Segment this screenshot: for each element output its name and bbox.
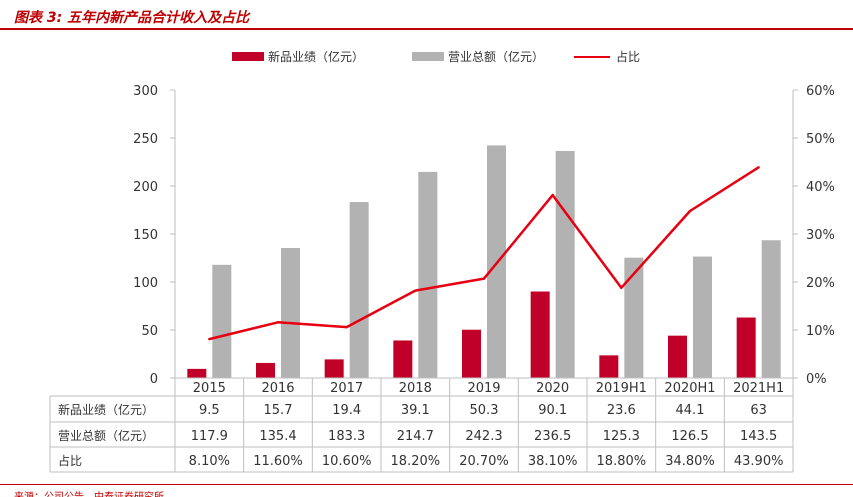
figure-title-bar: 图表 3: 五年内新产品合计收入及占比 <box>0 0 853 30</box>
y-left-tick-label: 150 <box>133 228 158 243</box>
table-cell: 15.7 <box>264 403 293 418</box>
bar-new-product <box>256 362 275 378</box>
y-right-tick-label: 50% <box>806 132 835 147</box>
line-ratio-point <box>345 325 348 329</box>
y-left-tick-label: 250 <box>133 132 158 147</box>
legend-label-1: 营业总额（亿元） <box>448 49 544 64</box>
table-cell: 8.10% <box>189 454 230 469</box>
x-tick-label: 2018 <box>399 381 432 396</box>
line-ratio-point <box>276 321 280 324</box>
table-cell: 117.9 <box>191 429 228 444</box>
y-left-tick-label: 300 <box>133 84 158 99</box>
line-ratio-point <box>688 209 692 213</box>
y-right-tick-label: 0% <box>806 372 827 387</box>
bar-new-product <box>462 329 481 378</box>
table-cell: 143.5 <box>740 429 777 444</box>
table-row-label: 营业总额（亿元） <box>58 428 154 443</box>
table-cell: 34.80% <box>665 454 715 469</box>
chart-area: 新品业绩（亿元） 营业总额（亿元） 占比 0 50 100 150 200 250 300 0% 10… <box>49 49 835 473</box>
table-cell: 50.3 <box>470 403 499 418</box>
table-cell: 135.4 <box>259 429 296 444</box>
line-ratio-point <box>620 286 623 289</box>
table-cell: 23.6 <box>607 403 636 418</box>
bar-new-product <box>324 359 344 378</box>
table-cell: 43.90% <box>734 454 784 469</box>
table-row-label: 新品业绩（亿元） <box>58 402 154 417</box>
legend-swatch-1 <box>412 52 444 61</box>
table-cell: 242.3 <box>465 429 502 444</box>
y-right-tick-label: 60% <box>806 84 835 99</box>
table-cell: 20.70% <box>459 454 509 469</box>
y-left-tick-label: 200 <box>133 180 158 195</box>
table-cell: 9.5 <box>199 403 220 418</box>
x-tick-label: 2021H1 <box>733 381 784 396</box>
bar-new-product <box>599 355 619 378</box>
bar-new-product <box>668 335 687 378</box>
x-tick-label: 2019H1 <box>596 381 647 396</box>
x-tick-label: 2017 <box>330 381 363 396</box>
table-cell: 214.7 <box>397 429 434 444</box>
source-bar: 来源：公司公告，中泰证券研究所 <box>0 484 853 497</box>
bar-total-revenue <box>418 171 438 378</box>
y-left-tick-label: 0 <box>150 372 158 387</box>
line-ratio-point <box>414 289 417 292</box>
table-cell: 18.20% <box>391 454 441 469</box>
table-cell: 126.5 <box>671 429 708 444</box>
table-cell: 18.80% <box>597 454 647 469</box>
table-row-label: 占比 <box>58 453 82 468</box>
table-cell: 38.10% <box>528 454 578 469</box>
table-cell: 183.3 <box>328 429 365 444</box>
table-cell: 90.1 <box>538 403 567 418</box>
y-right-tick-label: 30% <box>806 228 835 243</box>
line-ratio-point <box>551 193 554 197</box>
bar-total-revenue <box>624 257 644 378</box>
bar-total-revenue <box>693 256 712 378</box>
x-tick-label: 2015 <box>193 381 226 396</box>
table-cell: 44.1 <box>676 403 705 418</box>
figure-title: 图表 3: 五年内新产品合计收入及占比 <box>14 10 250 26</box>
source-note: 来源：公司公告，中泰证券研究所 <box>14 488 164 497</box>
table-cell: 125.3 <box>603 429 640 444</box>
table-cell: 19.4 <box>332 403 361 418</box>
bar-total-revenue <box>349 202 369 378</box>
x-tick-label: 2020 <box>536 381 569 396</box>
line-ratio-point <box>482 277 486 280</box>
bar-total-revenue <box>281 248 300 378</box>
x-tick-label: 2020H1 <box>664 381 715 396</box>
y-right-tick-label: 20% <box>806 276 835 291</box>
line-ratio-point <box>757 166 760 169</box>
bar-total-revenue <box>761 240 781 378</box>
table-cell: 236.5 <box>534 429 571 444</box>
x-tick-label: 2019 <box>467 381 500 396</box>
bar-total-revenue <box>555 150 575 378</box>
y-left-tick-label: 100 <box>133 276 158 291</box>
table-cell: 39.1 <box>401 403 430 418</box>
legend-swatch-0 <box>232 52 264 61</box>
bar-new-product <box>736 317 756 378</box>
bar-new-product <box>530 291 550 378</box>
line-ratio-point <box>208 337 211 341</box>
y-left-tick-label: 50 <box>141 324 158 339</box>
table-cell: 63 <box>750 403 767 418</box>
y-right-tick-label: 10% <box>806 324 835 339</box>
table-cell: 11.60% <box>253 454 303 469</box>
bar-new-product <box>187 368 207 378</box>
x-tick-label: 2016 <box>261 381 294 396</box>
bar-total-revenue <box>212 264 232 378</box>
bar-new-product <box>393 340 413 378</box>
legend-label-0: 新品业绩（亿元） <box>268 49 364 64</box>
table-cell: 10.60% <box>322 454 372 469</box>
y-right-tick-label: 40% <box>806 180 835 195</box>
legend-label-2: 占比 <box>616 49 640 64</box>
